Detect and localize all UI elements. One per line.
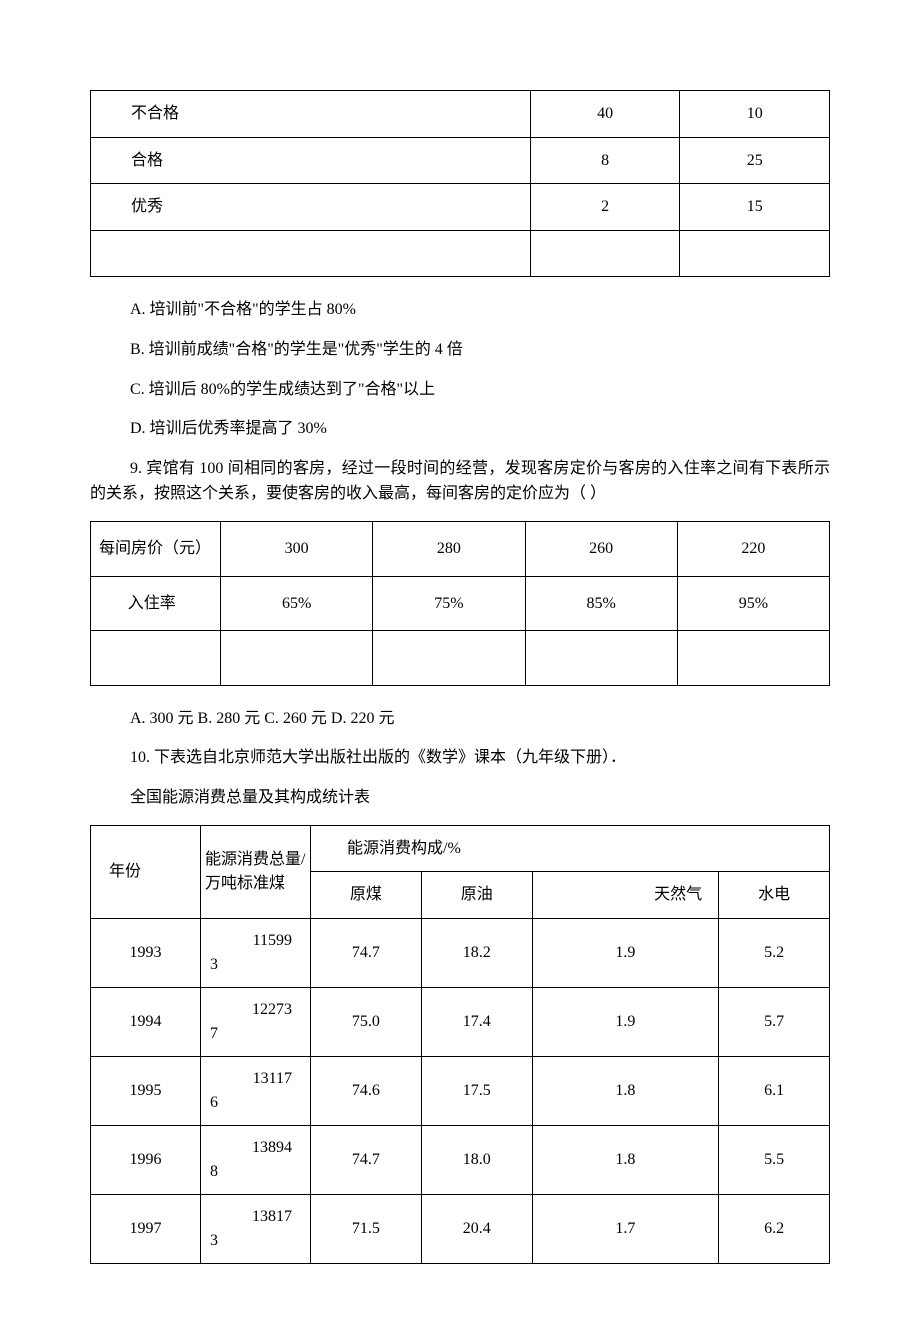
occupancy-header: 入住率 [91, 576, 221, 631]
composition-header: 能源消费构成/% [311, 825, 830, 872]
before-value: 2 [530, 184, 680, 231]
hydro-header: 水电 [719, 872, 830, 919]
option-d: D. 培训后优秀率提高了 30% [90, 416, 830, 442]
oil-header: 原油 [421, 872, 532, 919]
gas-cell: 1.8 [532, 1056, 718, 1125]
gas-cell: 1.9 [532, 918, 718, 987]
gas-cell: 1.7 [532, 1194, 718, 1263]
question-9-options: A. 300 元 B. 280 元 C. 260 元 D. 220 元 [90, 706, 830, 732]
price-value: 260 [525, 521, 677, 576]
total-cell: 115993 [201, 918, 311, 987]
hydro-cell: 6.1 [719, 1056, 830, 1125]
row-label: 合格 [91, 137, 531, 184]
table-row: 入住率 65% 75% 85% 95% [91, 576, 830, 631]
table-row: 1994 122737 75.0 17.4 1.9 5.7 [91, 987, 830, 1056]
after-value: 25 [680, 137, 830, 184]
table-row: 1996 138948 74.7 18.0 1.8 5.5 [91, 1125, 830, 1194]
after-value: 15 [680, 184, 830, 231]
year-cell: 1997 [91, 1194, 201, 1263]
question-10-subtitle: 全国能源消费总量及其构成统计表 [90, 785, 830, 811]
table-row: 优秀 2 15 [91, 184, 830, 231]
table-row: 合格 8 25 [91, 137, 830, 184]
oil-cell: 17.4 [421, 987, 532, 1056]
year-cell: 1996 [91, 1125, 201, 1194]
option-c: C. 培训后 80%的学生成绩达到了"合格"以上 [90, 377, 830, 403]
table-row: 1993 115993 74.7 18.2 1.9 5.2 [91, 918, 830, 987]
oil-cell: 20.4 [421, 1194, 532, 1263]
table-row-empty [91, 230, 830, 277]
year-cell: 1994 [91, 987, 201, 1056]
total-cell: 131176 [201, 1056, 311, 1125]
row-label: 优秀 [91, 184, 531, 231]
before-value: 40 [530, 91, 680, 138]
oil-cell: 18.0 [421, 1125, 532, 1194]
occupancy-value: 95% [677, 576, 829, 631]
training-results-table: 不合格 40 10 合格 8 25 优秀 2 15 [90, 90, 830, 277]
gas-cell: 1.8 [532, 1125, 718, 1194]
option-a: A. 培训前"不合格"的学生占 80% [90, 297, 830, 323]
coal-cell: 74.7 [311, 1125, 422, 1194]
hydro-cell: 5.7 [719, 987, 830, 1056]
occupancy-value: 75% [373, 576, 525, 631]
table-row: 不合格 40 10 [91, 91, 830, 138]
question-9-text: 9. 宾馆有 100 间相同的客房，经过一段时间的经营，发现客房定价与客房的入住… [90, 456, 830, 507]
total-cell: 138173 [201, 1194, 311, 1263]
table-row: 每间房价（元） 300 280 260 220 [91, 521, 830, 576]
row-label: 不合格 [91, 91, 531, 138]
table-row: 1995 131176 74.6 17.5 1.8 6.1 [91, 1056, 830, 1125]
hydro-cell: 5.5 [719, 1125, 830, 1194]
total-cell: 138948 [201, 1125, 311, 1194]
energy-consumption-table: 年份 能源消费总量/万吨标准煤 能源消费构成/% 原煤 原油 天然气 水电 19… [90, 825, 830, 1264]
question-8-options: A. 培训前"不合格"的学生占 80% B. 培训前成绩"合格"的学生是"优秀"… [90, 297, 830, 441]
hydro-cell: 6.2 [719, 1194, 830, 1263]
total-cell: 122737 [201, 987, 311, 1056]
table-header-row: 年份 能源消费总量/万吨标准煤 能源消费构成/% [91, 825, 830, 872]
year-header: 年份 [91, 825, 201, 918]
oil-cell: 18.2 [421, 918, 532, 987]
hotel-pricing-table: 每间房价（元） 300 280 260 220 入住率 65% 75% 85% … [90, 521, 830, 686]
hydro-cell: 5.2 [719, 918, 830, 987]
year-cell: 1993 [91, 918, 201, 987]
question-10-text: 10. 下表选自北京师范大学出版社出版的《数学》课本（九年级下册）． [90, 745, 830, 771]
before-value: 8 [530, 137, 680, 184]
option-b: B. 培训前成绩"合格"的学生是"优秀"学生的 4 倍 [90, 337, 830, 363]
coal-cell: 74.6 [311, 1056, 422, 1125]
occupancy-value: 85% [525, 576, 677, 631]
total-header: 能源消费总量/万吨标准煤 [201, 825, 311, 918]
coal-cell: 75.0 [311, 987, 422, 1056]
table-row: 1997 138173 71.5 20.4 1.7 6.2 [91, 1194, 830, 1263]
price-value: 220 [677, 521, 829, 576]
occupancy-value: 65% [221, 576, 373, 631]
oil-cell: 17.5 [421, 1056, 532, 1125]
price-value: 280 [373, 521, 525, 576]
table-row-empty [91, 631, 830, 686]
coal-header: 原煤 [311, 872, 422, 919]
gas-header: 天然气 [532, 872, 718, 919]
price-header: 每间房价（元） [91, 521, 221, 576]
price-value: 300 [221, 521, 373, 576]
coal-cell: 71.5 [311, 1194, 422, 1263]
gas-cell: 1.9 [532, 987, 718, 1056]
coal-cell: 74.7 [311, 918, 422, 987]
year-cell: 1995 [91, 1056, 201, 1125]
after-value: 10 [680, 91, 830, 138]
